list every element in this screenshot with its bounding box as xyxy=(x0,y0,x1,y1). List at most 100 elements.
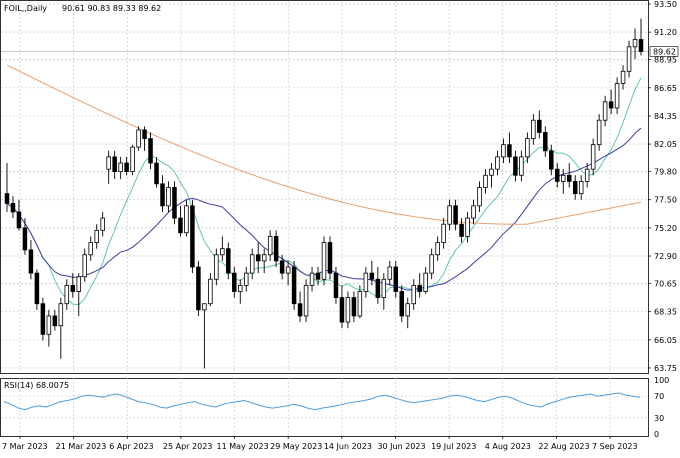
y-tick-label: 70.65 xyxy=(654,280,677,289)
candle-body xyxy=(405,303,410,317)
y-tick-label: 66.05 xyxy=(654,336,677,345)
candle-body xyxy=(369,272,375,280)
y-tick-label: 75.20 xyxy=(654,224,677,233)
candle-body xyxy=(232,272,237,292)
candle-body xyxy=(441,223,446,243)
rsi-tick-label: 70 xyxy=(654,392,664,401)
candle-body xyxy=(531,119,536,139)
candle-body xyxy=(273,236,279,262)
rsi-title: RSI(14) 68.0075 xyxy=(4,381,69,390)
candle-body xyxy=(345,297,351,323)
candle-body xyxy=(214,254,219,280)
y-tick-label: 84.35 xyxy=(654,112,677,121)
candle-body xyxy=(303,284,309,317)
candle-body xyxy=(16,211,22,229)
rsi-tick-label: 30 xyxy=(654,414,664,423)
rsi-tick-label: 100 xyxy=(654,376,669,385)
candle-body xyxy=(537,119,542,133)
rsi-line xyxy=(3,392,641,411)
candle-body xyxy=(566,174,572,182)
candle-body xyxy=(279,260,285,274)
candle-body xyxy=(58,303,64,327)
candle-body xyxy=(327,242,333,274)
candle-body xyxy=(46,315,52,335)
rsi-panel xyxy=(1,392,648,419)
y-tick-label: 68.35 xyxy=(654,308,677,317)
candle-body xyxy=(339,297,345,323)
candle-body xyxy=(315,272,321,280)
candle-body xyxy=(387,266,393,280)
candle-body xyxy=(112,156,117,172)
candle-body xyxy=(555,168,560,182)
candle-body xyxy=(142,129,147,139)
candle-body xyxy=(285,266,291,274)
candle-body xyxy=(184,205,189,234)
last-price-badge-bg xyxy=(649,46,679,57)
candle-body xyxy=(100,217,105,231)
candle-body xyxy=(70,284,76,292)
x-tick-label: 4 Aug 2023 xyxy=(485,442,531,451)
candle-body xyxy=(614,83,620,109)
x-tick-label: 6 Apr 2023 xyxy=(109,442,153,451)
candle-body xyxy=(154,162,159,185)
candle-body xyxy=(166,187,171,207)
candle-body xyxy=(608,101,614,109)
candle-body xyxy=(321,242,327,280)
candle-body xyxy=(267,236,273,256)
x-tick-label: 19 Jul 2023 xyxy=(431,442,476,451)
candle-body xyxy=(226,248,231,274)
candle-body xyxy=(28,249,34,274)
candle-body xyxy=(632,39,638,48)
candle-body xyxy=(106,156,111,170)
candle-body xyxy=(447,205,452,225)
x-tick-label: 14 Jun 2023 xyxy=(324,442,372,451)
candle-body xyxy=(351,297,357,317)
candle-body xyxy=(423,272,428,292)
candle-body xyxy=(411,284,416,305)
ma-slow-line xyxy=(6,64,642,225)
candle-body xyxy=(243,272,249,286)
candle-body xyxy=(357,291,363,317)
candle-body xyxy=(507,144,512,158)
candle-body xyxy=(459,223,464,237)
candle-body xyxy=(363,272,369,292)
candle-body xyxy=(94,229,99,243)
x-tick-label: 7 Mar 2023 xyxy=(2,442,48,451)
x-tick-label: 30 Jun 2023 xyxy=(377,442,425,451)
candle-body xyxy=(429,254,434,274)
candle-body xyxy=(202,303,207,311)
candle-body xyxy=(549,150,554,170)
candle-body xyxy=(489,168,494,176)
candle-body xyxy=(22,227,28,251)
y-tick-label: 82.05 xyxy=(654,140,677,149)
candle-body xyxy=(88,242,93,256)
y-tick-label: 86.65 xyxy=(654,84,677,93)
y-tick-label: 88.95 xyxy=(654,56,677,65)
candle-body xyxy=(208,278,213,305)
candle-body xyxy=(34,272,40,305)
candle-body xyxy=(620,70,626,84)
candle-body xyxy=(4,193,10,204)
ohlc-readout: 90.61 90.83 89.33 89.62 xyxy=(62,4,161,13)
candle-body xyxy=(626,46,632,72)
candle-body xyxy=(602,101,608,121)
candle-body xyxy=(519,156,524,176)
grid xyxy=(1,1,648,436)
candle-body xyxy=(178,217,183,234)
y-tick-label: 91.20 xyxy=(654,28,677,37)
candle-body xyxy=(82,254,88,278)
candle-body xyxy=(477,187,482,207)
candle-body xyxy=(261,254,267,262)
last-price-badge: 89.62 xyxy=(653,47,676,56)
candle-body xyxy=(333,272,339,298)
x-tick-label: 25 Apr 2023 xyxy=(163,442,212,451)
candle-body xyxy=(118,162,123,172)
candle-body xyxy=(309,272,315,286)
main-pane-border xyxy=(0,0,649,374)
candle-body xyxy=(124,162,129,172)
y-tick-label: 79.80 xyxy=(654,168,677,177)
candle-body xyxy=(483,174,488,188)
candle-body xyxy=(196,266,201,311)
